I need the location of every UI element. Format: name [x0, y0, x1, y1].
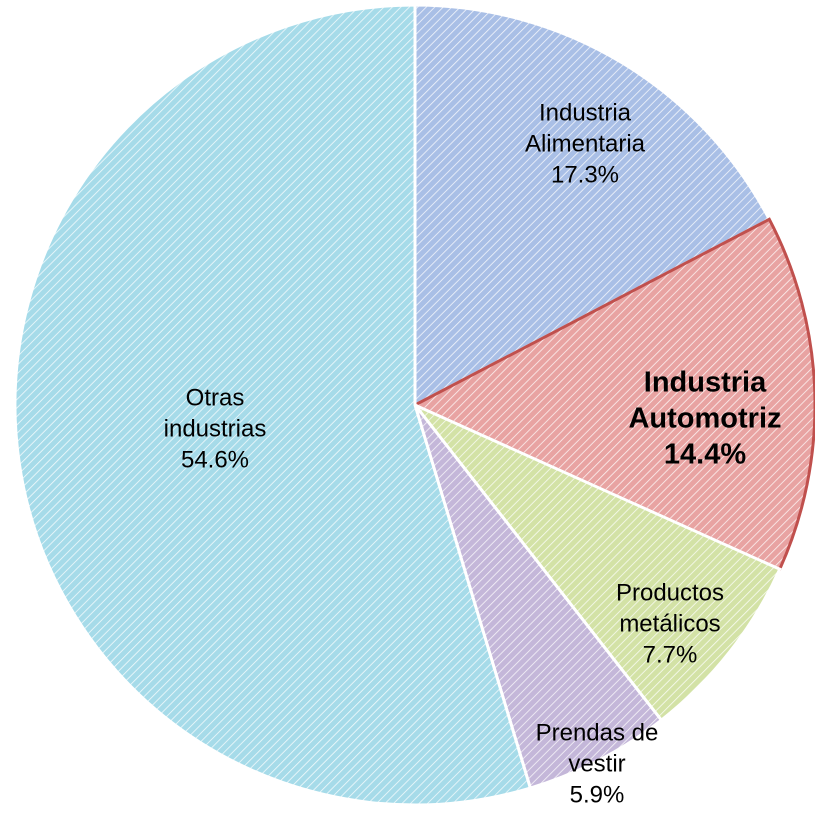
data-label: 54.6%	[181, 446, 249, 473]
data-label: 5.9%	[570, 781, 625, 808]
slice-label: Industria	[539, 99, 632, 126]
data-label: 7.7%	[643, 641, 698, 668]
data-label: 14.4%	[664, 439, 746, 471]
slice-label: Productos	[616, 579, 724, 606]
pie-slice	[413, 3, 772, 408]
slice-label: industrias	[164, 415, 267, 442]
pie-slice	[13, 3, 533, 807]
pie-slice	[413, 404, 664, 790]
slice-label: Industria	[644, 367, 767, 399]
pie-slice	[413, 403, 782, 723]
slice-label: Automotriz	[628, 403, 781, 435]
slice-label: Prendas de	[536, 719, 659, 746]
slice-label: Alimentaria	[525, 130, 646, 157]
slice-label: vestir	[568, 750, 625, 777]
slice-label: Otras	[186, 384, 245, 411]
data-label: 17.3%	[551, 161, 619, 188]
slice-label: metálicos	[619, 610, 720, 637]
